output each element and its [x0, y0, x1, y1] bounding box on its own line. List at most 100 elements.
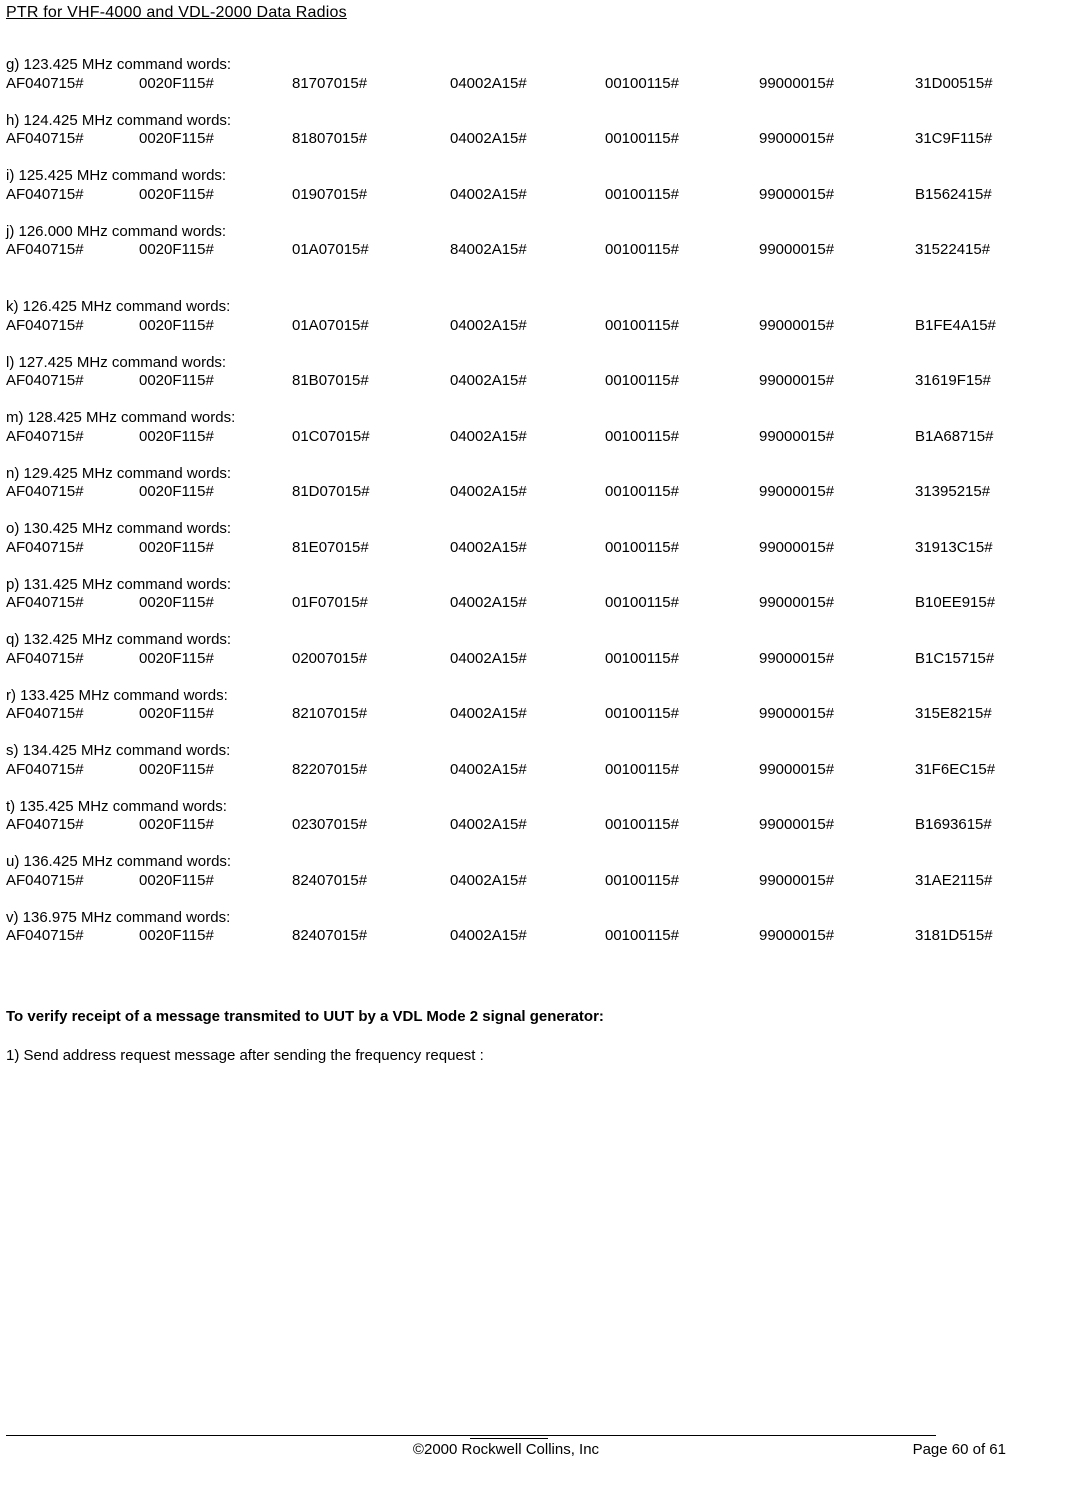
- header-title: PTR for VHF-4000 and VDL-2000 Data Radio…: [6, 0, 1066, 56]
- word-cell: 0020F115#: [139, 75, 292, 94]
- word-cell: AF040715#: [6, 927, 139, 946]
- command-section: r) 133.425 MHz command words:AF040715#00…: [6, 687, 1066, 743]
- word-cell: 99000015#: [759, 483, 915, 502]
- section-label: q) 132.425 MHz command words:: [6, 631, 1066, 650]
- words-row: AF040715#0020F115#81E07015#04002A15#0010…: [6, 539, 1066, 576]
- words-row: AF040715#0020F115#01A07015#84002A15#0010…: [6, 241, 1066, 298]
- word-cell: 0020F115#: [139, 927, 292, 946]
- word-cell: 0020F115#: [139, 539, 292, 558]
- word-cell: 99000015#: [759, 372, 915, 391]
- word-cell: AF040715#: [6, 594, 139, 613]
- word-cell: 00100115#: [605, 539, 759, 558]
- word-cell: AF040715#: [6, 483, 139, 502]
- footer-copyright: ©2000 Rockwell Collins, Inc: [206, 1441, 806, 1458]
- command-section: m) 128.425 MHz command words:AF040715#00…: [6, 409, 1066, 465]
- section-label: r) 133.425 MHz command words:: [6, 687, 1066, 706]
- word-cell: 0020F115#: [139, 428, 292, 447]
- footer-rule: [6, 1435, 936, 1436]
- command-section: l) 127.425 MHz command words:AF040715#00…: [6, 354, 1066, 410]
- word-cell: 00100115#: [605, 130, 759, 149]
- word-cell: AF040715#: [6, 816, 139, 835]
- command-section: o) 130.425 MHz command words:AF040715#00…: [6, 520, 1066, 576]
- word-cell: 99000015#: [759, 816, 915, 835]
- word-cell: 04002A15#: [450, 872, 605, 891]
- word-cell: 81B07015#: [292, 372, 450, 391]
- command-section: h) 124.425 MHz command words:AF040715#00…: [6, 112, 1066, 168]
- page: PTR for VHF-4000 and VDL-2000 Data Radio…: [0, 0, 1082, 1496]
- word-cell: 99000015#: [759, 75, 915, 94]
- word-cell: 04002A15#: [450, 650, 605, 669]
- command-section: v) 136.975 MHz command words:AF040715#00…: [6, 909, 1066, 965]
- word-cell: 99000015#: [759, 761, 915, 780]
- word-cell: 99000015#: [759, 872, 915, 891]
- word-cell: 81707015#: [292, 75, 450, 94]
- words-row: AF040715#0020F115#01F07015#04002A15#0010…: [6, 594, 1066, 631]
- word-cell: B1562415#: [915, 186, 992, 205]
- word-cell: AF040715#: [6, 650, 139, 669]
- word-cell: 00100115#: [605, 428, 759, 447]
- word-cell: 99000015#: [759, 594, 915, 613]
- word-cell: AF040715#: [6, 241, 139, 260]
- word-cell: AF040715#: [6, 75, 139, 94]
- section-label: k) 126.425 MHz command words:: [6, 298, 1066, 317]
- words-row: AF040715#0020F115#81807015#04002A15#0010…: [6, 130, 1066, 167]
- word-cell: 84002A15#: [450, 241, 605, 260]
- word-cell: 04002A15#: [450, 594, 605, 613]
- words-row: AF040715#0020F115#82207015#04002A15#0010…: [6, 761, 1066, 798]
- word-cell: 315E8215#: [915, 705, 992, 724]
- words-row: AF040715#0020F115#82407015#04002A15#0010…: [6, 872, 1066, 909]
- word-cell: 82407015#: [292, 872, 450, 891]
- command-section: i) 125.425 MHz command words:AF040715#00…: [6, 167, 1066, 223]
- word-cell: 00100115#: [605, 761, 759, 780]
- word-cell: 31F6EC15#: [915, 761, 995, 780]
- word-cell: 00100115#: [605, 816, 759, 835]
- word-cell: 0020F115#: [139, 372, 292, 391]
- words-row: AF040715#0020F115#81707015#04002A15#0010…: [6, 75, 1066, 112]
- word-cell: 02307015#: [292, 816, 450, 835]
- word-cell: 0020F115#: [139, 241, 292, 260]
- word-cell: AF040715#: [6, 761, 139, 780]
- words-row: AF040715#0020F115#01C07015#04002A15#0010…: [6, 428, 1066, 465]
- word-cell: AF040715#: [6, 539, 139, 558]
- section-label: v) 136.975 MHz command words:: [6, 909, 1066, 928]
- footer-page-number: Page 60 of 61: [806, 1441, 1006, 1458]
- word-cell: 00100115#: [605, 872, 759, 891]
- word-cell: B10EE915#: [915, 594, 995, 613]
- section-label: s) 134.425 MHz command words:: [6, 742, 1066, 761]
- word-cell: 99000015#: [759, 539, 915, 558]
- word-cell: 99000015#: [759, 927, 915, 946]
- word-cell: 01907015#: [292, 186, 450, 205]
- word-cell: 00100115#: [605, 372, 759, 391]
- word-cell: 99000015#: [759, 705, 915, 724]
- word-cell: 04002A15#: [450, 428, 605, 447]
- word-cell: 99000015#: [759, 650, 915, 669]
- word-cell: 3181D515#: [915, 927, 993, 946]
- word-cell: 00100115#: [605, 594, 759, 613]
- word-cell: 81807015#: [292, 130, 450, 149]
- word-cell: 04002A15#: [450, 372, 605, 391]
- word-cell: B1C15715#: [915, 650, 994, 669]
- word-cell: 01A07015#: [292, 317, 450, 336]
- word-cell: 99000015#: [759, 428, 915, 447]
- word-cell: 0020F115#: [139, 650, 292, 669]
- word-cell: 04002A15#: [450, 539, 605, 558]
- word-cell: 04002A15#: [450, 75, 605, 94]
- word-cell: 0020F115#: [139, 816, 292, 835]
- word-cell: 31619F15#: [915, 372, 991, 391]
- words-row: AF040715#0020F115#81B07015#04002A15#0010…: [6, 372, 1066, 409]
- word-cell: 99000015#: [759, 130, 915, 149]
- word-cell: 00100115#: [605, 650, 759, 669]
- word-cell: 04002A15#: [450, 130, 605, 149]
- word-cell: 99000015#: [759, 241, 915, 260]
- command-section: j) 126.000 MHz command words:AF040715#00…: [6, 223, 1066, 299]
- command-section: q) 132.425 MHz command words:AF040715#00…: [6, 631, 1066, 687]
- word-cell: 99000015#: [759, 186, 915, 205]
- word-cell: 04002A15#: [450, 317, 605, 336]
- word-cell: 31913C15#: [915, 539, 993, 558]
- command-word-sections: g) 123.425 MHz command words:AF040715#00…: [6, 56, 1066, 964]
- words-row: AF040715#0020F115#02007015#04002A15#0010…: [6, 650, 1066, 687]
- word-cell: 00100115#: [605, 241, 759, 260]
- word-cell: 04002A15#: [450, 927, 605, 946]
- word-cell: AF040715#: [6, 372, 139, 391]
- footer-spacer: [6, 1441, 206, 1458]
